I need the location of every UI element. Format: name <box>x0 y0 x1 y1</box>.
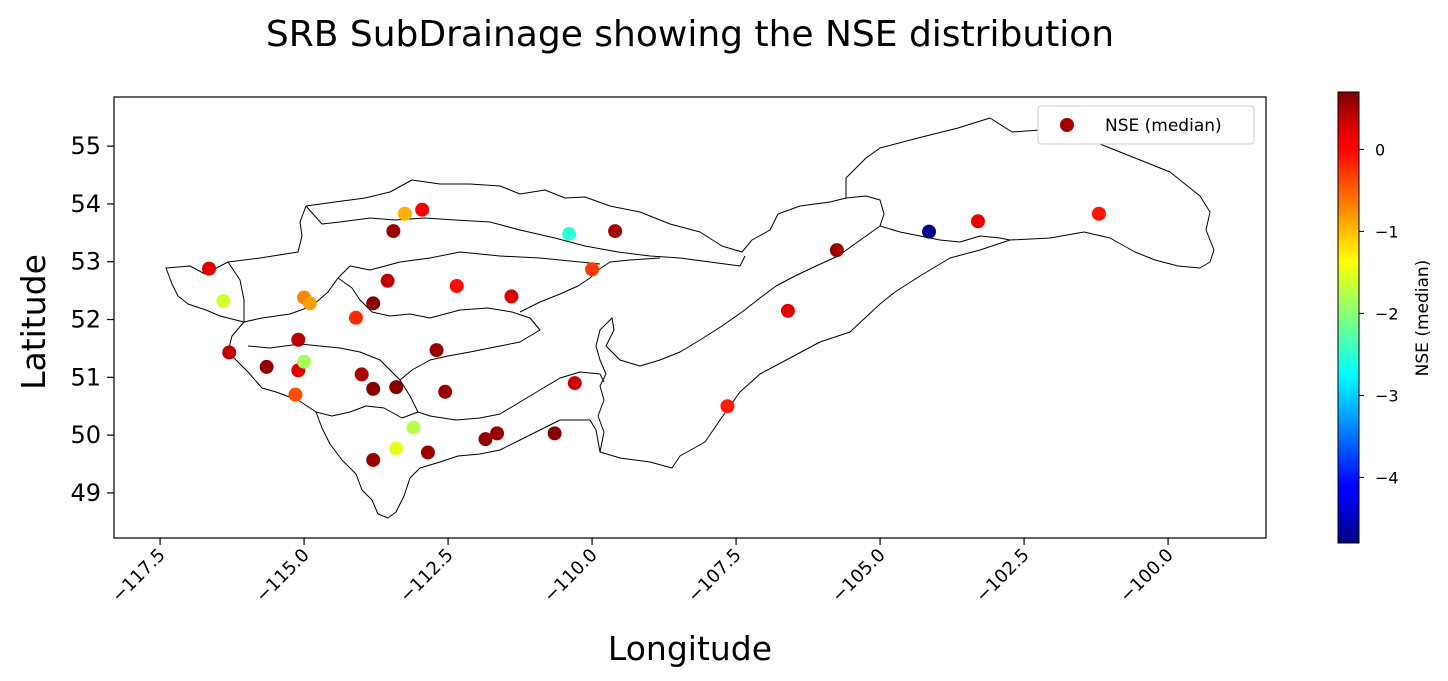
x-tick-label: −102.5 <box>972 545 1034 607</box>
basin-outlines <box>165 117 1215 519</box>
data-point <box>415 202 430 217</box>
data-point <box>490 426 505 441</box>
data-point <box>389 441 404 456</box>
scatter-points <box>202 202 1106 467</box>
data-point <box>366 296 381 311</box>
data-point <box>386 224 401 239</box>
x-tick-label: −112.5 <box>396 545 458 607</box>
y-axis-label: Latitude <box>14 254 53 390</box>
data-point <box>780 303 795 318</box>
data-point <box>406 420 421 435</box>
basin-divide-south-sask <box>595 195 885 453</box>
basin-divide-east <box>879 225 1011 243</box>
y-tick-label: 53 <box>70 248 101 276</box>
data-point <box>1091 206 1106 221</box>
data-point <box>438 384 453 399</box>
colorbar-tick-label: −4 <box>1375 468 1399 487</box>
basin-divide-north-inner <box>243 251 601 323</box>
data-point <box>420 445 435 460</box>
data-point <box>971 214 985 229</box>
y-tick-label: 55 <box>70 132 101 160</box>
data-point <box>259 359 274 374</box>
data-point <box>567 376 582 391</box>
x-tick-label: −100.0 <box>1116 545 1178 607</box>
x-tick-label: −110.0 <box>540 545 602 607</box>
plot-frame <box>113 96 1267 539</box>
x-tick-label: −105.0 <box>828 545 890 607</box>
data-point <box>504 289 519 304</box>
data-point <box>216 294 231 309</box>
colorbar-tick-label: 0 <box>1375 140 1385 159</box>
basin-divide-north <box>305 205 746 267</box>
legend-box <box>1037 105 1255 145</box>
data-point <box>389 380 404 395</box>
data-point <box>547 426 562 441</box>
data-point <box>608 224 623 239</box>
y-tick-label: 51 <box>70 363 101 391</box>
data-point <box>397 206 412 221</box>
y-tick-label: 54 <box>70 190 101 218</box>
data-point <box>302 296 317 311</box>
data-point <box>297 354 312 369</box>
basin-divide-oldman <box>315 405 419 419</box>
data-point <box>348 310 363 325</box>
y-axis: 49 50 51 52 53 54 55 <box>70 132 114 507</box>
x-axis-label: Longitude <box>608 629 772 668</box>
colorbar-tick-label: −3 <box>1375 386 1399 405</box>
data-point <box>449 279 464 293</box>
data-point <box>720 399 735 414</box>
data-point <box>585 262 600 277</box>
colorbar-tick-label: −2 <box>1375 304 1399 323</box>
basin-divide-central <box>337 277 541 381</box>
x-tick-label: −115.0 <box>252 545 314 607</box>
chart-title: SRB SubDrainage showing the NSE distribu… <box>266 14 1114 55</box>
legend-marker <box>1060 118 1074 132</box>
data-point <box>288 387 303 402</box>
data-point <box>202 261 217 276</box>
plot-background <box>114 97 1266 538</box>
basin-divide-mid <box>519 257 661 313</box>
colorbar-ticks: 0 −1 −2 −3 −4 <box>1359 140 1399 487</box>
colorbar-label: NSE (median) <box>1413 260 1433 377</box>
data-point <box>354 367 369 382</box>
data-point <box>478 432 493 447</box>
data-point <box>429 343 444 358</box>
basin-divide-nw <box>227 261 245 322</box>
data-point <box>366 452 381 467</box>
data-point <box>222 345 237 360</box>
y-tick-label: 49 <box>70 479 101 507</box>
basin-outline-outer <box>165 117 1215 519</box>
basin-divide-bow <box>247 343 605 421</box>
data-point <box>291 332 306 347</box>
plot-area <box>113 96 1267 539</box>
data-point <box>922 224 937 239</box>
data-point <box>366 381 381 396</box>
y-tick-label: 52 <box>70 306 101 334</box>
colorbar-tick-label: −1 <box>1375 222 1399 241</box>
colorbar: 0 −1 −2 −3 −4 NSE (median) <box>1337 91 1433 544</box>
y-tick-label: 50 <box>70 421 101 449</box>
data-point <box>829 243 844 258</box>
x-tick-label: −107.5 <box>684 545 746 607</box>
x-tick-label: −117.5 <box>108 545 170 607</box>
data-point <box>562 226 577 241</box>
x-axis: −117.5 −115.0 −112.5 −110.0 −107.5 −105.0 −102… <box>108 538 1178 607</box>
legend: NSE (median) <box>1037 105 1255 145</box>
data-point <box>380 273 395 288</box>
colorbar-gradient <box>1337 91 1360 544</box>
legend-label: NSE (median) <box>1105 116 1222 136</box>
